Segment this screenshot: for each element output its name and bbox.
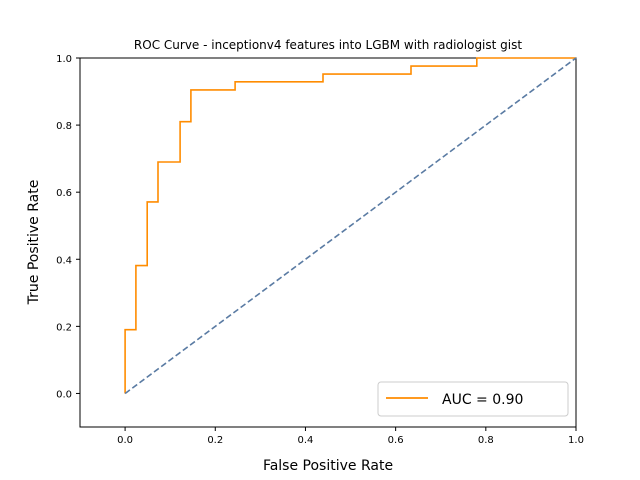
x-tick-label: 1.0: [568, 435, 584, 446]
x-tick-label: 0.8: [478, 435, 494, 446]
x-tick-label: 0.2: [207, 435, 223, 446]
y-tick-label: 0.6: [56, 188, 72, 199]
y-axis-label: True Positive Rate: [26, 180, 42, 306]
chart-title: ROC Curve - inceptionv4 features into LG…: [134, 38, 522, 52]
series-layer: [124, 57, 577, 395]
y-tick-label: 0.4: [56, 255, 72, 266]
plot-frame: [79, 57, 577, 428]
x-tick-label: 0.6: [388, 435, 404, 446]
x-axis-label: False Positive Rate: [263, 458, 393, 474]
x-axis-ticks: 0.0 0.2 0.4 0.6 0.8 1.0: [117, 427, 584, 446]
x-tick-label: 0.4: [298, 435, 314, 446]
y-tick-label: 0.2: [56, 322, 72, 333]
legend-box: [377, 381, 569, 417]
legend: AUC = 0.90: [377, 381, 569, 417]
legend-label-auc: AUC = 0.90: [442, 392, 523, 408]
chance-diagonal-line: [124, 57, 577, 395]
y-tick-label: 0.8: [56, 121, 72, 132]
x-tick-label: 0.0: [117, 435, 133, 446]
roc-curve-line: [124, 57, 576, 394]
y-tick-label: 0.0: [56, 389, 72, 400]
y-tick-label: 1.0: [56, 54, 72, 65]
y-axis-ticks: 0.0 0.2 0.4 0.6 0.8 1.0: [56, 54, 80, 400]
